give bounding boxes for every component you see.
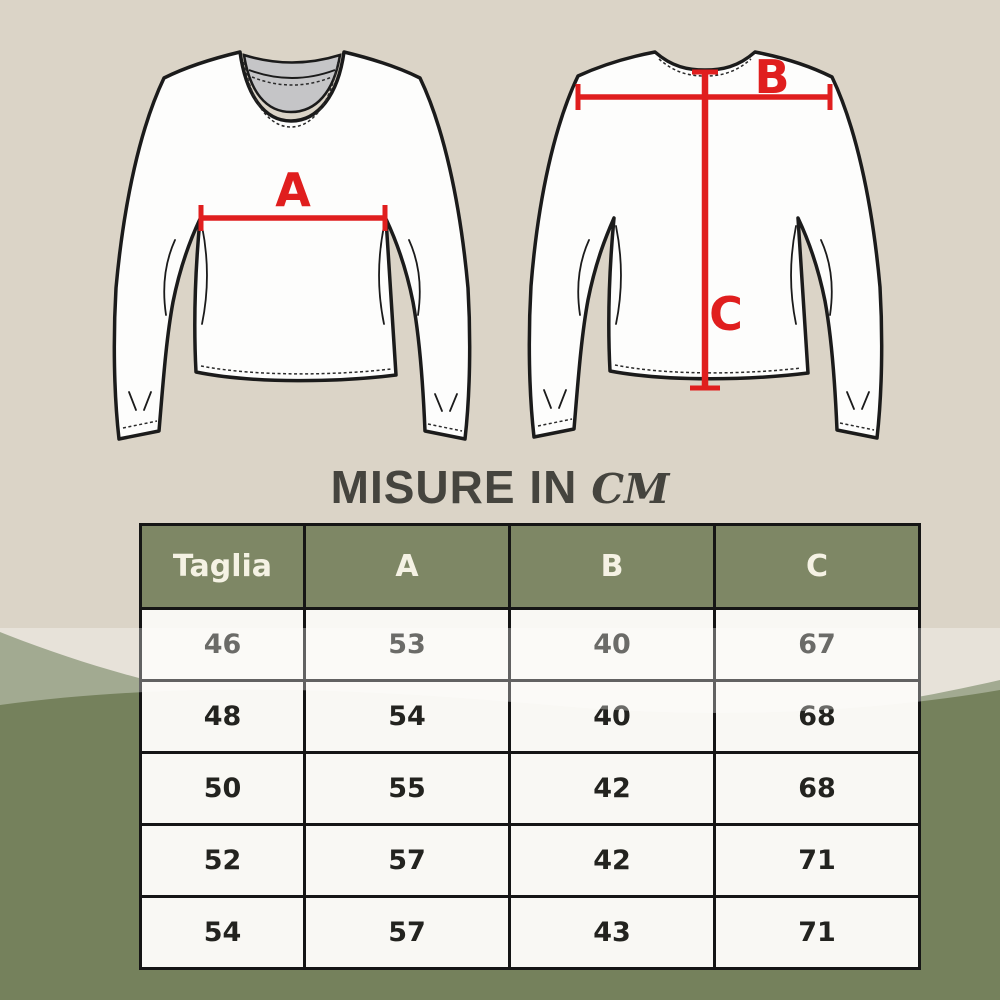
cell-size: 54	[139, 895, 306, 970]
measurement-diagram: A B C	[112, 50, 884, 441]
front-collar-seam-stitch	[251, 76, 333, 86]
cell-b: 42	[508, 823, 716, 898]
cell-a: 57	[303, 895, 511, 970]
back-left-sleeve-crease	[577, 239, 590, 316]
cell-b: 43	[508, 895, 716, 970]
cell-size: 48	[139, 679, 306, 754]
measurement-a: A	[198, 163, 388, 231]
cell-b: 40	[508, 679, 716, 754]
cell-c: 71	[713, 823, 921, 898]
cell-b: 42	[508, 751, 716, 826]
back-hem-stitch	[614, 364, 802, 374]
cell-c: 71	[713, 895, 921, 970]
back-right-cuff-crease	[846, 391, 870, 410]
title-main: MISURE IN	[330, 461, 578, 513]
front-right-cuff-stitch	[427, 423, 463, 432]
table-row: 52 57 42 71	[139, 823, 921, 898]
front-right-body-crease	[378, 225, 385, 325]
front-left-cuff-stitch	[122, 420, 158, 429]
back-left-cuff-crease	[543, 389, 567, 409]
cell-size: 50	[139, 751, 306, 826]
front-right-sleeve-crease	[408, 239, 421, 316]
front-collar-seam	[248, 69, 336, 79]
front-left-sleeve-crease	[163, 239, 176, 316]
cell-size: 46	[139, 607, 306, 682]
front-left-cuff-crease	[128, 391, 152, 411]
header-a: A	[303, 523, 511, 610]
cell-a: 57	[303, 823, 511, 898]
measure-a-label: A	[275, 163, 311, 217]
front-collar-inner	[242, 53, 342, 114]
back-right-sleeve-crease	[820, 239, 833, 316]
garment-front-illustration	[112, 50, 472, 441]
front-left-body-crease	[201, 225, 208, 325]
table-header-row: Taglia A B C	[139, 523, 921, 610]
title-unit: CM	[591, 465, 670, 513]
back-right-body-crease	[790, 225, 797, 325]
measure-c-label: C	[709, 287, 743, 341]
cell-a: 55	[303, 751, 511, 826]
table-row: 48 54 40 68	[139, 679, 921, 754]
measure-b-caps	[575, 84, 833, 110]
table-row: 50 55 42 68	[139, 751, 921, 826]
front-right-cuff-crease	[434, 393, 458, 412]
size-table: Taglia A B C 46 53 40 67 48 54 40 68 50 …	[139, 523, 921, 970]
cell-c: 68	[713, 751, 921, 826]
back-left-cuff-stitch	[537, 418, 573, 427]
header-b: B	[508, 523, 716, 610]
back-left-body-crease	[615, 225, 622, 325]
header-taglia: Taglia	[139, 523, 306, 610]
measure-b-label: B	[754, 50, 789, 104]
table-row: 46 53 40 67	[139, 607, 921, 682]
front-body-outline	[112, 50, 472, 441]
title: MISURE IN CM	[0, 460, 1000, 514]
cell-c: 67	[713, 607, 921, 682]
cell-c: 68	[713, 679, 921, 754]
table-row: 54 57 43 71	[139, 895, 921, 970]
back-right-cuff-stitch	[839, 422, 875, 431]
cell-a: 54	[303, 679, 511, 754]
header-c: C	[713, 523, 921, 610]
front-hem-stitch	[200, 365, 392, 375]
measurement-c: C	[690, 69, 743, 391]
measure-a-caps	[198, 205, 388, 231]
cell-size: 52	[139, 823, 306, 898]
measure-c-caps	[690, 69, 720, 391]
cell-b: 40	[508, 607, 716, 682]
cell-a: 53	[303, 607, 511, 682]
